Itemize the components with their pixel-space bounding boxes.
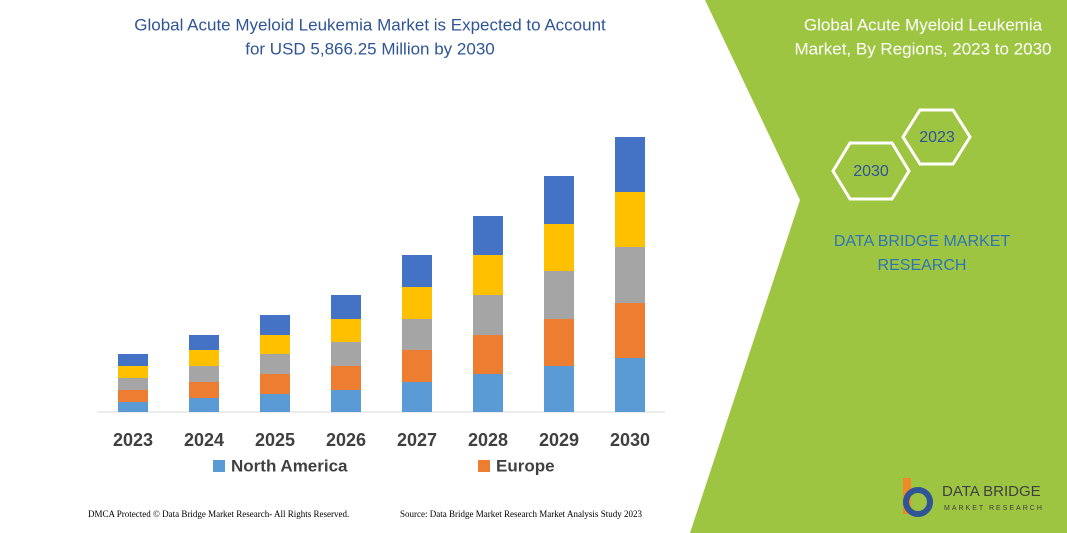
bar-segment	[544, 224, 574, 271]
bar-segment	[544, 271, 574, 319]
footer-text: DMCA Protected © Data Bridge Market Rese…	[88, 509, 349, 519]
bar-segment	[402, 255, 432, 287]
bar-segment	[473, 216, 503, 255]
bar-segment	[615, 358, 645, 412]
bar-segment	[615, 247, 645, 303]
green-panel	[690, 0, 1067, 533]
bar-segment	[118, 378, 148, 390]
bar-segment	[615, 192, 645, 247]
x-tick-label: 2025	[255, 430, 295, 450]
bar-segment	[473, 335, 503, 374]
hexagon	[901, 108, 972, 166]
x-tick-label: 2027	[397, 430, 437, 450]
bar-segment	[402, 319, 432, 350]
logo-sub: MARKET RESEARCH	[944, 505, 1044, 512]
footer-text: Source: Data Bridge Market Research Mark…	[400, 509, 642, 519]
x-tick-label: 2026	[326, 430, 366, 450]
x-tick-label: 2023	[113, 430, 153, 450]
hex-label: 2030	[853, 163, 889, 180]
x-tick-label: 2028	[468, 430, 508, 450]
bar-segment	[615, 137, 645, 192]
bar-segment	[260, 354, 290, 374]
brand-text: DATA BRIDGE MARKET	[834, 233, 1011, 250]
bar-segment	[331, 366, 361, 390]
bar-segment	[260, 335, 290, 354]
chart-title: for USD 5,866.25 Million by 2030	[245, 39, 494, 58]
brand-text: RESEARCH	[878, 257, 967, 274]
bar-segment	[473, 255, 503, 295]
bar-segment	[331, 342, 361, 366]
x-tick-label: 2024	[184, 430, 224, 450]
bar-segment	[118, 366, 148, 378]
legend-label: Europe	[496, 456, 555, 475]
hexagon	[831, 141, 911, 201]
bar-segment	[118, 402, 148, 412]
bar-segment	[402, 350, 432, 382]
legend-label: North America	[231, 456, 348, 475]
bar-segment	[402, 287, 432, 319]
logo-shape	[903, 487, 933, 517]
logo-name: DATA BRIDGE	[942, 483, 1041, 500]
bar-segment	[189, 382, 219, 398]
bar-segment	[544, 319, 574, 366]
x-tick-label: 2030	[610, 430, 650, 450]
logo: DATA BRIDGE MARKET RESEARCH	[903, 478, 1044, 517]
bar-segment	[331, 390, 361, 412]
panel-title: Market, By Regions, 2023 to 2030	[794, 39, 1051, 58]
panel-title: Global Acute Myeloid Leukemia	[804, 15, 1043, 34]
bar-segment	[473, 295, 503, 335]
x-tick-label: 2029	[539, 430, 579, 450]
bar-segment	[260, 394, 290, 412]
bar-segment	[189, 398, 219, 412]
bar-segment	[402, 382, 432, 412]
legend-swatch	[478, 460, 490, 472]
chart-title: Global Acute Myeloid Leukemia Market is …	[134, 15, 606, 34]
bar-segment	[473, 374, 503, 412]
bar-segment	[260, 374, 290, 394]
legend-swatch	[213, 460, 225, 472]
bar-segment	[331, 295, 361, 319]
bar-segment	[118, 354, 148, 366]
bar-segment	[544, 176, 574, 224]
bar-segment	[260, 315, 290, 335]
bar-segment	[189, 335, 219, 350]
bar-segment	[544, 366, 574, 412]
bar-segment	[189, 350, 219, 366]
bar-segment	[615, 303, 645, 358]
bar-segment	[331, 319, 361, 342]
hex-label: 2023	[919, 129, 955, 146]
bar-segment	[118, 390, 148, 402]
bar-segment	[189, 366, 219, 382]
